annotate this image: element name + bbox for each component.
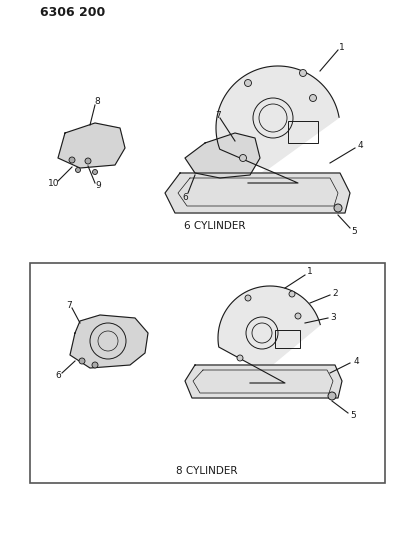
Circle shape [85,158,91,164]
Text: 1: 1 [339,43,345,52]
Text: 5: 5 [350,411,356,421]
Circle shape [295,313,301,319]
Text: 6306 200: 6306 200 [40,6,105,20]
Polygon shape [216,66,339,183]
Circle shape [310,94,317,101]
Text: 5: 5 [351,227,357,236]
Text: 7: 7 [66,301,72,310]
Text: 4: 4 [353,357,359,366]
Text: 8 CYLINDER: 8 CYLINDER [176,466,238,476]
Text: 3: 3 [330,313,336,322]
Text: 6: 6 [182,192,188,201]
Circle shape [334,204,342,212]
Text: 9: 9 [95,182,101,190]
Circle shape [79,358,85,364]
Text: 8: 8 [94,98,100,107]
Circle shape [92,362,98,368]
Circle shape [245,295,251,301]
Circle shape [93,169,98,174]
Text: 4: 4 [357,141,363,149]
Circle shape [239,155,246,161]
Circle shape [289,291,295,297]
Polygon shape [185,133,260,178]
Text: 7: 7 [215,110,221,119]
Text: 2: 2 [332,288,338,297]
Polygon shape [185,365,342,398]
Polygon shape [218,286,320,383]
Circle shape [237,355,243,361]
Polygon shape [70,315,148,368]
Circle shape [69,157,75,163]
Text: 1: 1 [307,268,313,277]
Bar [288,121,318,143]
Text: 10: 10 [48,180,60,189]
Polygon shape [165,173,350,213]
Text: 6 CYLINDER: 6 CYLINDER [184,221,246,231]
Polygon shape [58,123,125,168]
Circle shape [75,167,80,173]
Text: 6: 6 [55,372,61,381]
Circle shape [244,79,251,86]
Circle shape [299,69,306,77]
Circle shape [328,392,336,400]
Bar [30,263,385,483]
Bar [275,330,300,348]
